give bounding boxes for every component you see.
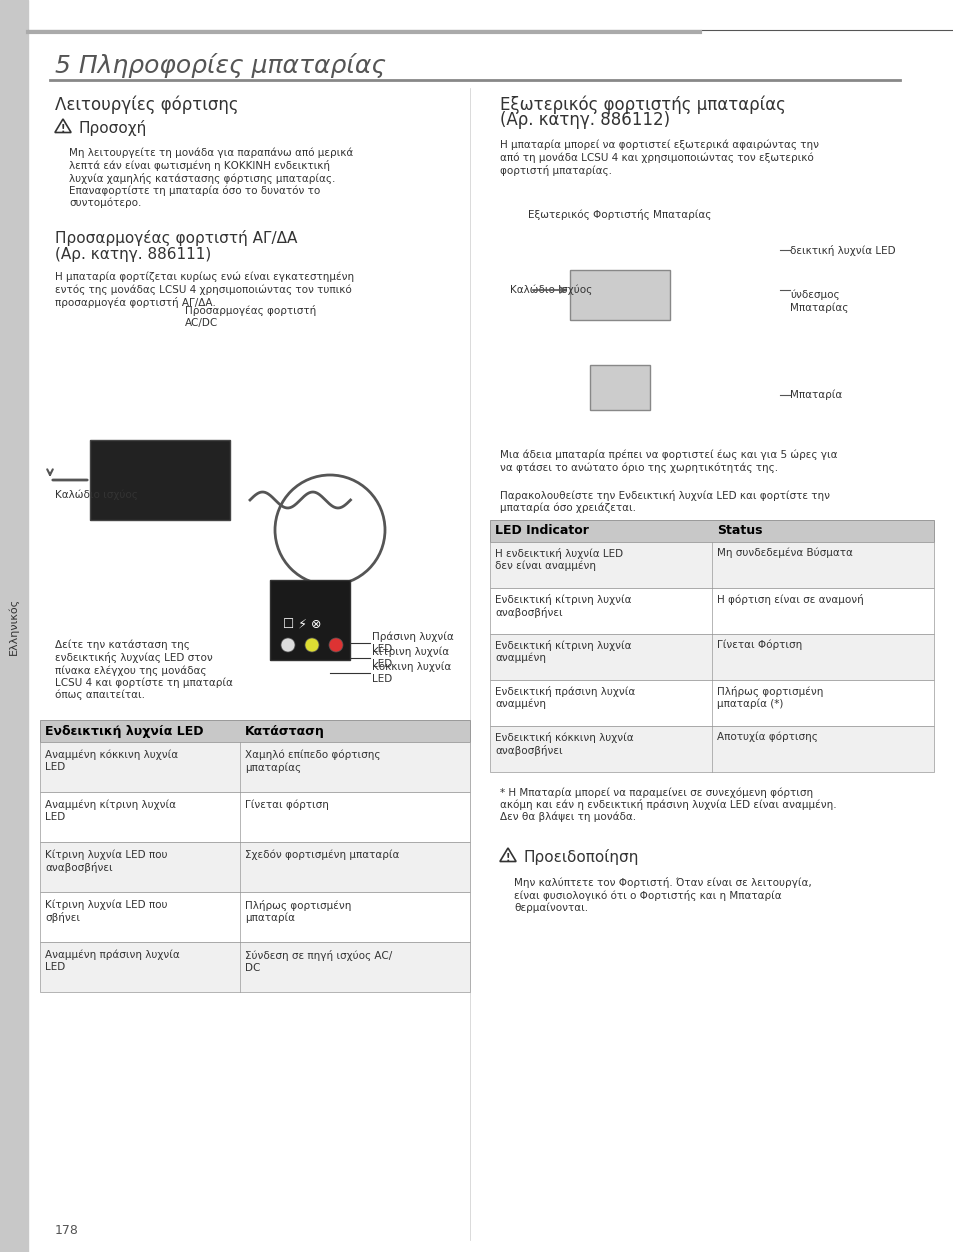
Bar <box>40 720 470 742</box>
Text: Μπαταρία: Μπαταρία <box>789 389 841 401</box>
Text: Κίτρινη λυχνία
LED: Κίτρινη λυχνία LED <box>372 647 449 669</box>
Text: Ελληνικός: Ελληνικός <box>9 597 19 655</box>
Text: * Η Μπαταρία μπορεί να παραμείνει σε συνεχόμενη φόρτιση
ακόμη και εάν η ενδεικτι: * Η Μπαταρία μπορεί να παραμείνει σε συν… <box>499 788 836 823</box>
Text: Ενδεικτική κίτρινη λυχνία
αναμμένη: Ενδεικτική κίτρινη λυχνία αναμμένη <box>495 640 631 664</box>
Text: Αναμμένη κίτρινη λυχνία
LED: Αναμμένη κίτρινη λυχνία LED <box>45 800 175 823</box>
Text: Αποτυχία φόρτισης: Αποτυχία φόρτισης <box>717 732 817 742</box>
Text: Μη συνδεδεμένα Βύσματα: Μη συνδεδεμένα Βύσματα <box>717 548 852 558</box>
Text: Η ενδεικτική λυχνία LED
δεν είναι αναμμένη: Η ενδεικτική λυχνία LED δεν είναι αναμμέ… <box>495 548 622 571</box>
Bar <box>40 793 470 843</box>
Text: !: ! <box>505 853 510 863</box>
Text: 5 Πληροφορίες μπαταρίας: 5 Πληροφορίες μπαταρίας <box>55 53 386 78</box>
Circle shape <box>329 639 343 652</box>
Text: Δείτε την κατάσταση της
ενδεικτικής λυχνίας LED στον
πίνακα ελέγχου της μονάδας
: Δείτε την κατάσταση της ενδεικτικής λυχν… <box>55 640 233 700</box>
Text: Ενδεικτική πράσινη λυχνία
αναμμένη: Ενδεικτική πράσινη λυχνία αναμμένη <box>495 686 635 709</box>
Text: Κατάσταση: Κατάσταση <box>245 725 325 737</box>
Text: Γίνεται Φόρτιση: Γίνεται Φόρτιση <box>717 640 801 651</box>
Bar <box>270 580 350 660</box>
Text: Status: Status <box>717 525 761 537</box>
Bar <box>490 520 933 542</box>
Text: Σχεδόν φορτισμένη μπαταρία: Σχεδόν φορτισμένη μπαταρία <box>245 850 399 860</box>
Text: Η μπαταρία φορτίζεται κυρίως ενώ είναι εγκατεστημένη
εντός της μονάδας LCSU 4 χρ: Η μπαταρία φορτίζεται κυρίως ενώ είναι ε… <box>55 272 354 308</box>
Text: Κόκκινη λυχνία
LED: Κόκκινη λυχνία LED <box>372 662 451 684</box>
Bar <box>0 0 28 1252</box>
Text: Προσαρμογέας φορτιστή
AC/DC: Προσαρμογέας φορτιστή AC/DC <box>185 305 315 328</box>
Text: (Αρ. κατηγ. 886111): (Αρ. κατηγ. 886111) <box>55 247 211 262</box>
Text: ☐ ⚡ ⊗: ☐ ⚡ ⊗ <box>283 618 321 631</box>
Text: Αναμμένη πράσινη λυχνία
LED: Αναμμένη πράσινη λυχνία LED <box>45 950 179 972</box>
Text: Αναμμένη κόκκινη λυχνία
LED: Αναμμένη κόκκινη λυχνία LED <box>45 750 178 772</box>
Text: δεικτική λυχνία LED: δεικτική λυχνία LED <box>789 244 895 255</box>
Text: Κίτρινη λυχνία LED που
σβήνει: Κίτρινη λυχνία LED που σβήνει <box>45 900 168 923</box>
Bar <box>40 891 470 942</box>
Text: Σύνδεση σε πηγή ισχύος AC/
DC: Σύνδεση σε πηγή ισχύος AC/ DC <box>245 950 392 973</box>
Text: Μην καλύπτετε τον Φορτιστή. Όταν είναι σε λειτουργία,
είναι φυσιολογικό ότι ο Φο: Μην καλύπτετε τον Φορτιστή. Όταν είναι σ… <box>514 876 811 913</box>
Bar <box>490 680 933 726</box>
Text: Εξωτερικός Φορτιστής Μπαταρίας: Εξωτερικός Φορτιστής Μπαταρίας <box>528 209 711 220</box>
Text: Εξωτερικός φορτιστής μπαταρίας: Εξωτερικός φορτιστής μπαταρίας <box>499 95 785 114</box>
Text: Μια άδεια μπαταρία πρέπει να φορτιστεί έως και για 5 ώρες για
να φτάσει το ανώτα: Μια άδεια μπαταρία πρέπει να φορτιστεί έ… <box>499 449 837 473</box>
Bar <box>40 843 470 891</box>
Text: Ενδεικτική κόκκινη λυχνία
αναβοσβήνει: Ενδεικτική κόκκινη λυχνία αναβοσβήνει <box>495 732 633 756</box>
Text: Προσοχή: Προσοχή <box>79 120 147 136</box>
Text: Ενδεικτική κίτρινη λυχνία
αναβοσβήνει: Ενδεικτική κίτρινη λυχνία αναβοσβήνει <box>495 593 631 617</box>
Text: Λειτουργίες φόρτισης: Λειτουργίες φόρτισης <box>55 95 238 114</box>
Text: Μη λειτουργείτε τη μονάδα για παραπάνω από μερικά
λεπτά εάν είναι φωτισμένη η ΚΟ: Μη λειτουργείτε τη μονάδα για παραπάνω α… <box>69 148 353 209</box>
Text: Πλήρως φορτισμένη
μπαταρία: Πλήρως φορτισμένη μπαταρία <box>245 900 351 923</box>
Bar <box>490 588 933 634</box>
Bar <box>40 942 470 992</box>
Bar <box>490 726 933 772</box>
Circle shape <box>281 639 294 652</box>
Text: Πλήρως φορτισμένη
μπαταρία (*): Πλήρως φορτισμένη μπαταρία (*) <box>717 686 822 709</box>
Circle shape <box>305 639 318 652</box>
Text: Γίνεται φόρτιση: Γίνεται φόρτιση <box>245 800 329 810</box>
Bar <box>490 634 933 680</box>
Text: (Αρ. κατηγ. 886112): (Αρ. κατηγ. 886112) <box>499 111 669 129</box>
Text: Πράσινη λυχνία
LED: Πράσινη λυχνία LED <box>372 632 454 654</box>
Text: Παρακολουθείστε την Ενδεικτική λυχνία LED και φορτίστε την
μπαταρία όσο χρειάζετ: Παρακολουθείστε την Ενδεικτική λυχνία LE… <box>499 490 829 513</box>
Text: ύνδεσμος
Μπαταρίας: ύνδεσμος Μπαταρίας <box>789 290 847 313</box>
Text: LED Indicator: LED Indicator <box>495 525 588 537</box>
Bar <box>40 742 470 793</box>
Text: Χαμηλό επίπεδο φόρτισης
μπαταρίας: Χαμηλό επίπεδο φόρτισης μπαταρίας <box>245 750 380 772</box>
Text: Καλώδιο Ισχύος: Καλώδιο Ισχύος <box>510 284 592 295</box>
Text: Κίτρινη λυχνία LED που
αναβοσβήνει: Κίτρινη λυχνία LED που αναβοσβήνει <box>45 850 168 874</box>
Text: Η μπαταρία μπορεί να φορτιστεί εξωτερικά αφαιρώντας την
από τη μονάδα LCSU 4 και: Η μπαταρία μπορεί να φορτιστεί εξωτερικά… <box>499 140 818 175</box>
Text: !: ! <box>61 124 65 134</box>
Text: Προσαρμογέας φορτιστή ΑΓ/ΔΑ: Προσαρμογέας φορτιστή ΑΓ/ΔΑ <box>55 230 297 245</box>
Bar <box>90 439 230 520</box>
Text: Καλώδιο ισχύος: Καλώδιο ισχύος <box>55 490 138 501</box>
Text: Προειδοποίηση: Προειδοποίηση <box>523 849 639 865</box>
Text: 178: 178 <box>55 1223 79 1237</box>
Bar <box>589 366 649 409</box>
Bar <box>490 542 933 588</box>
Bar <box>569 270 669 321</box>
Text: Ενδεικτική λυχνία LED: Ενδεικτική λυχνία LED <box>45 725 203 737</box>
Text: Η φόρτιση είναι σε αναμονή: Η φόρτιση είναι σε αναμονή <box>717 593 862 605</box>
